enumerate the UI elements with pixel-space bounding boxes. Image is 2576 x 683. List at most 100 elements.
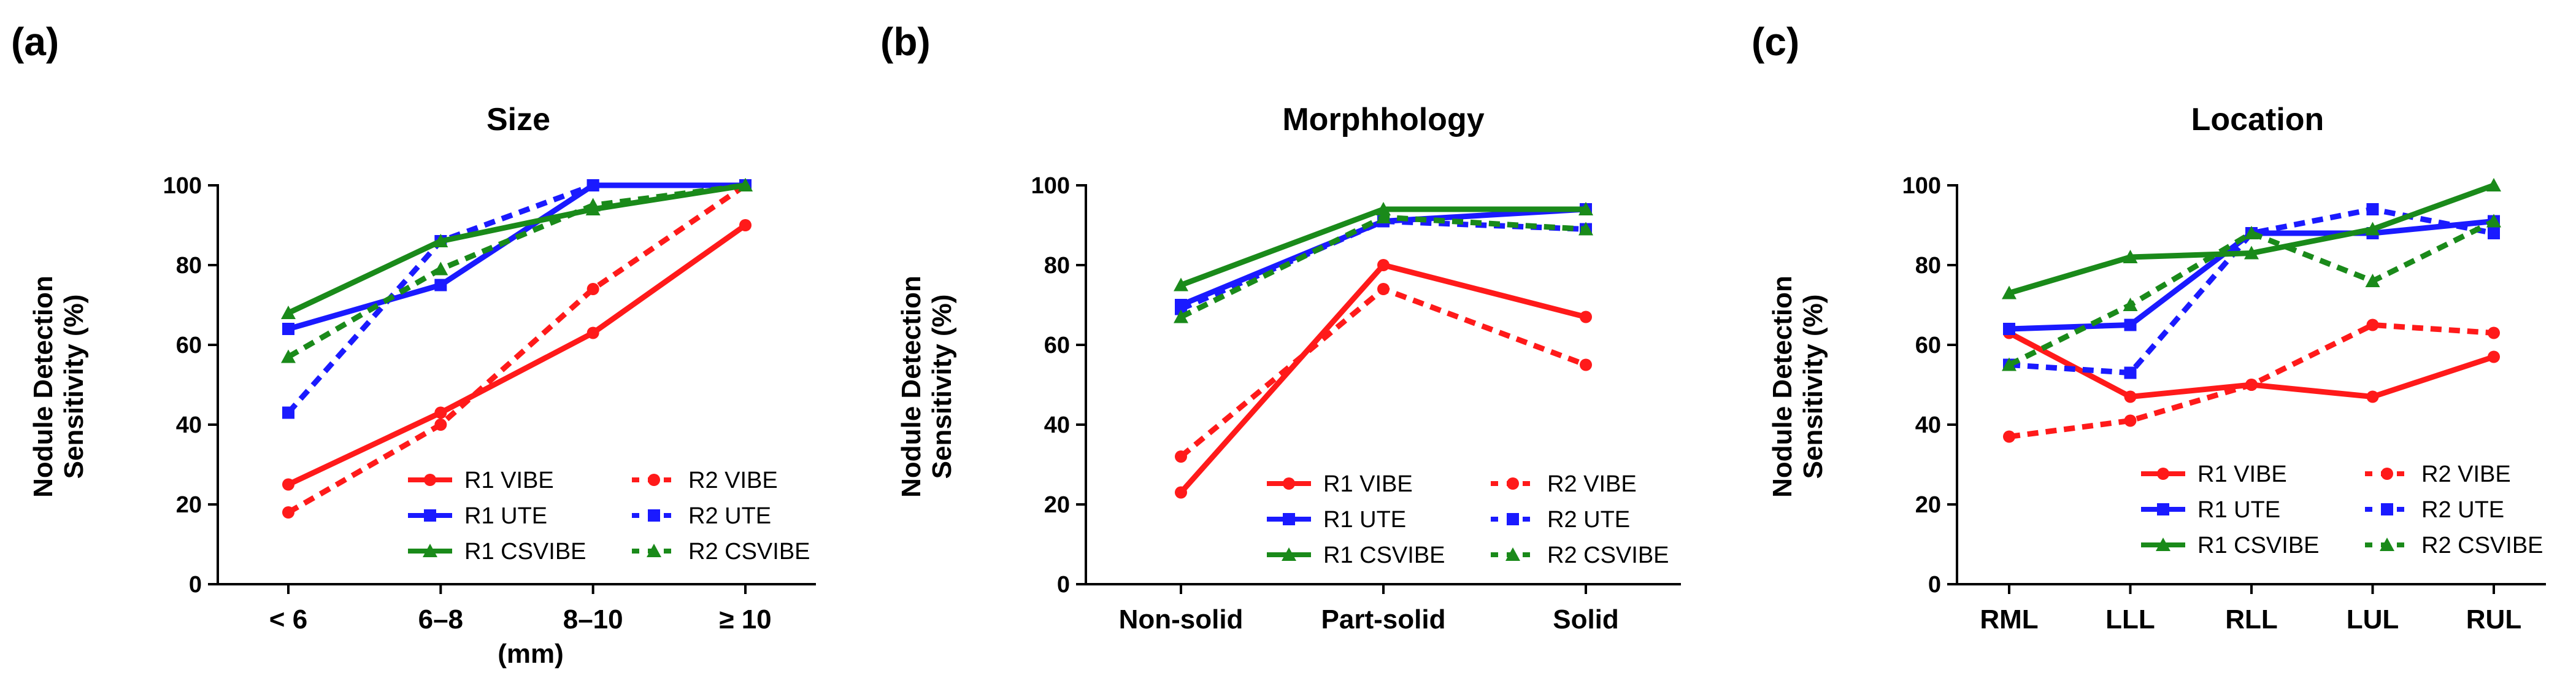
legend-label: R2 VIBE	[688, 468, 778, 493]
series-r2-csvibe	[2002, 214, 2501, 371]
series-r2-ute	[282, 179, 752, 419]
y-tick-label: 100	[1031, 173, 1070, 199]
series-line-r1-vibe	[287, 223, 747, 487]
axes-c: 0 20 40 60 80 100 RML LLL RLL LUL RUL	[1902, 173, 2546, 635]
chart-title-b: Morphhology	[1282, 102, 1484, 137]
legend-item-r1-ute: R1 UTE	[1267, 507, 1406, 533]
data-point-r1-vibe	[2124, 390, 2137, 403]
data-point-r2-csvibe	[738, 178, 753, 191]
y-axis-label-line1-b: Nodule Detection	[896, 276, 926, 498]
legend-c: R1 VIBE R1 UTE R1 CSVIBE R2 VIBE R2 UTE R2 CS…	[2141, 461, 2543, 558]
data-point-r1-csvibe	[1376, 202, 1391, 215]
series-line-r2-ute	[286, 182, 745, 415]
series-line-r1-vibe	[1178, 262, 1587, 495]
data-point-r1-vibe	[434, 406, 447, 419]
y-tick-label: 80	[176, 253, 202, 279]
data-point-r2-csvibe	[2244, 226, 2259, 239]
x-tick-label: LUL	[2347, 604, 2399, 635]
legend-marker	[2381, 468, 2393, 480]
legend-marker	[2156, 538, 2170, 551]
legend-item-r1-vibe: R1 VIBE	[2141, 461, 2287, 487]
x-tick-label: Part-solid	[1321, 604, 1446, 635]
data-point-r2-ute	[1175, 303, 1187, 315]
y-tick-label: 40	[1915, 412, 1941, 438]
series-line-r2-csvibe	[286, 182, 746, 360]
legend-item-r1-ute: R1 UTE	[2141, 497, 2280, 523]
x-tick-label: RUL	[2466, 604, 2521, 635]
legend-item-r2-csvibe: R2 CSVIBE	[632, 539, 810, 565]
y-tick-label: 100	[163, 173, 202, 199]
data-point-r2-csvibe	[1578, 222, 1593, 236]
panel-b: (b) Morphhology Nodule Detection Sensiti…	[880, 20, 1681, 635]
data-point-r1-csvibe	[281, 306, 296, 319]
legend-marker	[423, 544, 437, 557]
series-r1-csvibe	[2002, 178, 2501, 299]
data-point-r1-csvibe	[2365, 222, 2380, 236]
y-tick-label: 0	[1057, 572, 1070, 598]
y-axis-label-line2-c: Sensitivity (%)	[1798, 295, 1828, 479]
legend-item-r1-csvibe: R1 CSVIBE	[2141, 533, 2320, 558]
y-tick-label: 100	[1902, 173, 1941, 199]
legend-item-r2-ute: R2 UTE	[2365, 497, 2504, 523]
series-group-c	[2002, 178, 2501, 443]
panel-label-a: (a)	[11, 20, 59, 64]
data-point-r1-vibe	[586, 326, 599, 339]
data-point-r2-csvibe	[2123, 298, 2138, 311]
legend-label: R1 UTE	[464, 503, 547, 529]
y-tick-label: 0	[189, 572, 202, 598]
y-tick-label: 20	[1044, 492, 1070, 518]
data-point-r2-csvibe	[433, 261, 448, 276]
panel-label-c: (c)	[1751, 20, 1799, 64]
series-line-r2-csvibe	[2008, 218, 2495, 368]
y-axis-label-line1-a: Nodule Detection	[28, 276, 58, 498]
data-point-r1-vibe	[2488, 350, 2500, 363]
y-tick-label: 80	[1915, 253, 1941, 279]
data-point-r2-csvibe	[1376, 210, 1391, 223]
legend-label: R2 UTE	[2421, 497, 2504, 523]
data-point-r2-csvibe	[281, 349, 296, 363]
data-point-r2-ute	[2488, 227, 2500, 239]
legend-item-r1-csvibe: R1 CSVIBE	[408, 539, 586, 565]
legend-item-r2-csvibe: R2 CSVIBE	[2365, 533, 2543, 558]
series-line-r2-vibe	[286, 183, 747, 515]
panel-a: (a) Size Nodule Detection Sensitivity (%…	[11, 20, 816, 669]
legend-label: R1 VIBE	[1323, 471, 1413, 497]
legend-label: R1 VIBE	[2197, 461, 2287, 487]
y-axis-label-line2-b: Sensitivity (%)	[927, 295, 957, 479]
series-r1-vibe	[1175, 259, 1592, 499]
data-point-r2-vibe	[1175, 450, 1187, 463]
chart-title-a: Size	[486, 102, 550, 137]
legend-marker	[1282, 547, 1296, 561]
legend-label: R2 UTE	[688, 503, 771, 529]
y-axis-label-line1-c: Nodule Detection	[1767, 276, 1797, 498]
data-point-r1-ute	[2003, 323, 2015, 335]
y-tick-label: 20	[176, 492, 202, 518]
y-axis-label-line2-a: Sensitivity (%)	[59, 295, 89, 479]
legend-marker	[1283, 477, 1295, 490]
x-tick-label: LLL	[2105, 604, 2155, 635]
data-point-r1-vibe	[1377, 259, 1390, 271]
data-point-r1-csvibe	[1578, 202, 1593, 215]
data-point-r2-ute	[282, 406, 294, 419]
data-point-r2-vibe	[586, 283, 599, 295]
y-tick-label: 40	[176, 412, 202, 438]
series-line-r1-ute	[287, 182, 745, 332]
series-group-a	[281, 178, 753, 519]
data-point-r2-ute	[2124, 366, 2137, 379]
legend-marker	[1507, 477, 1519, 490]
data-point-r2-csvibe	[585, 198, 601, 212]
legend-marker	[648, 509, 660, 522]
x-tick-label: 6–8	[418, 604, 463, 635]
data-point-r1-csvibe	[2123, 250, 2138, 263]
data-point-r2-vibe	[2366, 318, 2379, 331]
x-tick-label: RML	[1980, 604, 2038, 635]
legend-item-r1-csvibe: R1 CSVIBE	[1267, 542, 1445, 568]
legend-item-r2-vibe: R2 VIBE	[632, 468, 778, 493]
legend-a: R1 VIBE R1 UTE R1 CSVIBE R2 VIBE R2 UTE R2 CS…	[408, 468, 810, 565]
legend-marker	[424, 509, 436, 522]
x-tick-label: < 6	[269, 604, 307, 635]
series-r2-csvibe	[1174, 210, 1593, 323]
data-point-r2-ute	[586, 179, 599, 191]
legend-label: R1 CSVIBE	[464, 539, 586, 565]
legend-marker	[2380, 538, 2394, 551]
